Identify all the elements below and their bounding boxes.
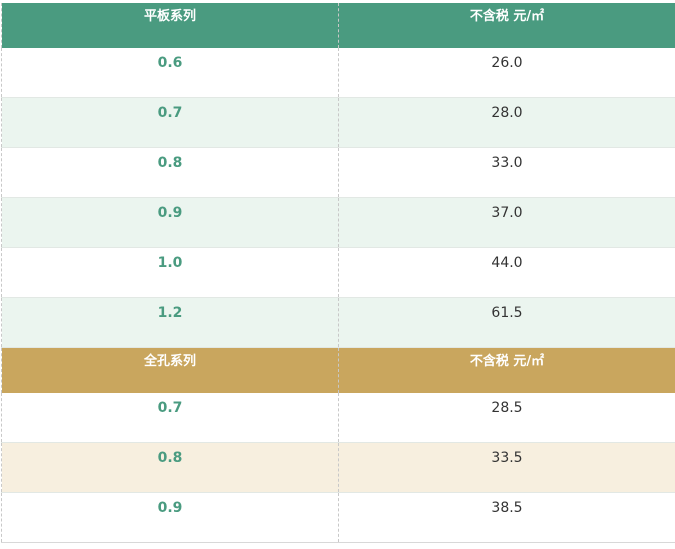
table-row: 0.9 38.5 [1, 492, 675, 543]
price-cell: 33.5 [338, 442, 675, 493]
price-table: 平板系列 不含税 元/㎡ 0.6 26.0 0.7 28.0 0.8 33.0 … [1, 3, 675, 543]
table-row: 1.2 61.5 [1, 297, 675, 348]
flat-series-title: 平板系列 [1, 3, 339, 48]
perforated-series-header-row: 全孔系列 不含税 元/㎡ [1, 347, 675, 393]
table-row: 0.7 28.0 [1, 97, 675, 148]
table-row: 0.8 33.5 [1, 442, 675, 493]
price-cell: 28.0 [338, 97, 675, 148]
price-cell: 44.0 [338, 247, 675, 298]
thickness-cell: 1.0 [1, 247, 339, 298]
flat-series-price-header: 不含税 元/㎡ [338, 3, 675, 48]
price-cell: 61.5 [338, 297, 675, 348]
table-row: 0.8 33.0 [1, 147, 675, 198]
table-row: 0.6 26.0 [1, 48, 675, 98]
table-row: 0.9 37.0 [1, 197, 675, 248]
thickness-cell: 0.8 [1, 442, 339, 493]
price-cell: 38.5 [338, 492, 675, 543]
perforated-series-title: 全孔系列 [1, 347, 339, 393]
price-cell: 28.5 [338, 393, 675, 443]
thickness-cell: 1.2 [1, 297, 339, 348]
price-cell: 37.0 [338, 197, 675, 248]
thickness-cell: 0.9 [1, 197, 339, 248]
thickness-cell: 0.8 [1, 147, 339, 198]
thickness-cell: 0.9 [1, 492, 339, 543]
perforated-series-price-header: 不含税 元/㎡ [338, 347, 675, 393]
thickness-cell: 0.7 [1, 97, 339, 148]
table-row: 1.0 44.0 [1, 247, 675, 298]
thickness-cell: 0.7 [1, 393, 339, 443]
thickness-cell: 0.6 [1, 48, 339, 98]
flat-series-header-row: 平板系列 不含税 元/㎡ [1, 3, 675, 48]
price-cell: 33.0 [338, 147, 675, 198]
table-row: 0.7 28.5 [1, 393, 675, 443]
price-cell: 26.0 [338, 48, 675, 98]
